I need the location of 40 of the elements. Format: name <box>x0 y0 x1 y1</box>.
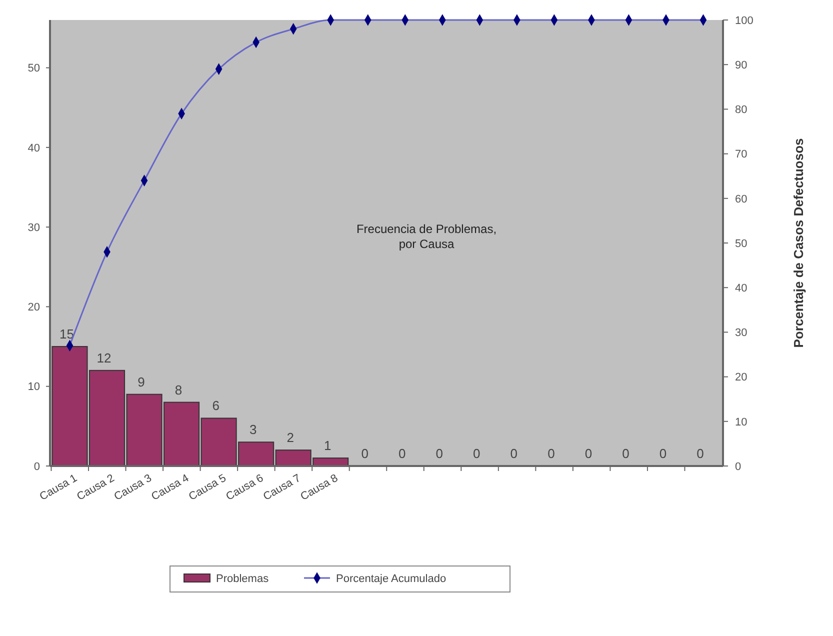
y2-tick-label: 90 <box>735 59 748 72</box>
x-tick-label: Causa 8 <box>298 472 340 504</box>
y2-tick-label: 60 <box>735 193 748 206</box>
y2-tick-label: 10 <box>735 416 748 428</box>
y2-axis-title: Porcentaje de Casos Defectuosos <box>791 138 806 348</box>
data-label: 2 <box>286 430 294 446</box>
y-tick-label: 0 <box>34 460 40 473</box>
y2-tick-label: 40 <box>735 282 748 294</box>
data-label: 9 <box>138 374 145 390</box>
legend-label: Problemas <box>216 572 270 585</box>
data-label: 0 <box>361 446 368 461</box>
data-label: 6 <box>212 398 220 414</box>
y-tick-label: 40 <box>28 142 40 154</box>
data-label: 8 <box>174 382 182 398</box>
data-label: 0 <box>510 446 518 461</box>
data-label: 12 <box>96 350 112 366</box>
data-label: 1 <box>324 438 332 454</box>
data-label: 0 <box>436 446 444 461</box>
y2-tick-label: 50 <box>735 238 748 250</box>
y-tick-label: 30 <box>28 222 40 234</box>
y-tick-label: 10 <box>28 381 40 394</box>
text: Frecuencia de Problemas, por Causa <box>356 222 497 251</box>
y2-tick-label: 0 <box>735 460 742 473</box>
data-label: 15 <box>60 326 74 342</box>
data-label: 3 <box>249 422 257 438</box>
data-label: 0 <box>659 446 667 461</box>
data-label: 0 <box>622 446 630 461</box>
data-label: 0 <box>473 446 480 461</box>
y2-tick-label: 80 <box>735 104 748 116</box>
y2-tick-label: 100 <box>735 14 754 27</box>
y2-tick-label: 20 <box>735 372 748 384</box>
data-label: 0 <box>696 446 704 461</box>
y2-tick-label: 70 <box>735 148 748 161</box>
data-label: 0 <box>398 446 406 461</box>
legend-label: Porcentaje Acumulado <box>336 572 446 585</box>
data-label: 0 <box>584 446 592 461</box>
y-tick-label: 20 <box>28 302 40 314</box>
y-tick-label: 50 <box>28 62 40 75</box>
y2-tick-label: 30 <box>735 327 748 340</box>
data-label: 0 <box>548 446 555 461</box>
